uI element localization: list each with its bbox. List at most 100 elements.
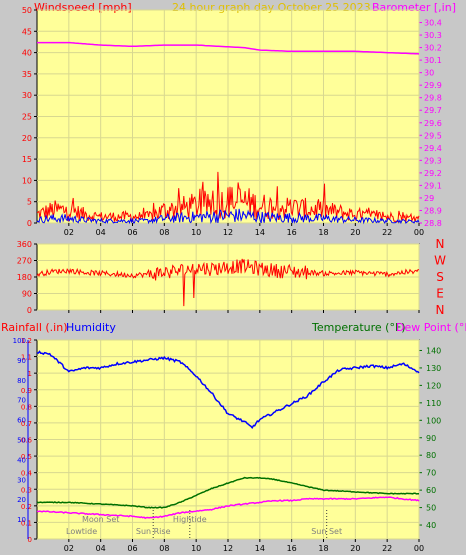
direction-ytick-label: 90 bbox=[22, 290, 32, 299]
rain-ytick-label: 0.1 bbox=[21, 519, 32, 527]
wind-ytick-label: 30 bbox=[22, 91, 32, 100]
compass-label: N bbox=[436, 237, 445, 251]
compass-label: S bbox=[436, 270, 444, 284]
direction-ytick-label: 270 bbox=[17, 257, 32, 266]
temp-ytick-label: 50 bbox=[426, 504, 436, 513]
temp-ytick-label: 80 bbox=[426, 451, 436, 460]
event-label: Lowtide bbox=[66, 527, 97, 536]
wind-ytick-label: 35 bbox=[22, 70, 32, 79]
direction-ytick-label: 180 bbox=[17, 273, 32, 282]
humidity-temp-xtick-label: 08 bbox=[159, 544, 169, 553]
wind-ytick-label: 0 bbox=[27, 219, 32, 228]
wind-ytick-label: 15 bbox=[22, 155, 32, 164]
baro-ytick-label: 29.8 bbox=[424, 94, 442, 103]
rain-ytick-label: 0.2 bbox=[21, 503, 32, 511]
humidity-ytick-label: 90 bbox=[17, 357, 26, 365]
graph-date-title: 24 hour graph day October 25 2023 bbox=[172, 1, 371, 14]
wind-ytick-label: 10 bbox=[22, 176, 32, 185]
wind-baro-xtick-label: 06 bbox=[127, 228, 137, 237]
temp-ytick-label: 130 bbox=[426, 364, 441, 373]
baro-ytick-label: 29.1 bbox=[424, 181, 442, 190]
wind-baro-xtick-label: 22 bbox=[382, 228, 392, 237]
wind-baro-xtick-label: 18 bbox=[318, 228, 328, 237]
wind-baro-xtick-label: 16 bbox=[287, 228, 297, 237]
wind-baro-xtick-label: 08 bbox=[159, 228, 169, 237]
rain-ytick-label: 1.2 bbox=[21, 337, 32, 345]
humidity-ytick-label: 20 bbox=[17, 496, 26, 504]
wind-baro-xtick-label: 10 bbox=[191, 228, 201, 237]
wind-ytick-label: 45 bbox=[22, 27, 32, 36]
baro-ytick-label: 29.7 bbox=[424, 106, 442, 115]
rain-ytick-label: 0.3 bbox=[21, 486, 32, 494]
rain-ytick-label: 0.7 bbox=[21, 420, 32, 428]
compass-label: W bbox=[434, 254, 446, 268]
wind-average-line bbox=[36, 208, 420, 225]
dewpoint-axis-title: Dew Point (°F) bbox=[396, 321, 466, 334]
wind-baro-xtick-label: 00 bbox=[414, 228, 424, 237]
humidity-ytick-label: 100 bbox=[13, 337, 26, 345]
baro-ytick-label: 29.2 bbox=[424, 169, 442, 178]
humidity-ytick-label: 40 bbox=[17, 456, 26, 464]
wind-baro-xtick-label: 12 bbox=[223, 228, 233, 237]
humidity-temp-xtick-label: 22 bbox=[382, 544, 392, 553]
rain-ytick-label: 0.9 bbox=[21, 387, 32, 395]
wind-baro-xtick-label: 20 bbox=[350, 228, 360, 237]
wind-ytick-label: 5 bbox=[27, 198, 32, 207]
humidity-temp-xtick-label: 20 bbox=[350, 544, 360, 553]
baro-ytick-label: 28.9 bbox=[424, 206, 442, 215]
humidity-ytick-label: 30 bbox=[17, 476, 26, 484]
wind-baro-xtick-label: 04 bbox=[96, 228, 106, 237]
compass-label: E bbox=[436, 287, 444, 301]
humidity-temp-xtick-label: 16 bbox=[287, 544, 297, 553]
baro-ytick-label: 29.9 bbox=[424, 81, 442, 90]
wind-ytick-label: 50 bbox=[22, 6, 32, 15]
baro-ytick-label: 29.4 bbox=[424, 144, 442, 153]
rain-ytick-label: 0.8 bbox=[21, 403, 32, 411]
rain-ytick-label: 0 bbox=[28, 536, 32, 544]
humidity-temp-xtick-label: 04 bbox=[96, 544, 106, 553]
direction-ytick-label: 0 bbox=[27, 306, 32, 315]
temp-ytick-label: 40 bbox=[426, 521, 436, 530]
humidity-ytick-label: 80 bbox=[17, 377, 26, 385]
humidity-temp-xtick-label: 02 bbox=[64, 544, 74, 553]
humidity-axis-title: Humidity bbox=[66, 321, 116, 334]
baro-ytick-label: 30.2 bbox=[424, 44, 442, 53]
humidity-temp-xtick-label: 14 bbox=[255, 544, 265, 553]
baro-ytick-label: 29 bbox=[424, 194, 434, 203]
humidity-ytick-label: 50 bbox=[17, 437, 26, 445]
barometer-line bbox=[37, 41, 420, 55]
humidity-temp-xtick-label: 12 bbox=[223, 544, 233, 553]
windspeed-title: Windspeed [mph] bbox=[34, 1, 132, 14]
rain-ytick-label: 0.5 bbox=[21, 453, 32, 461]
temp-ytick-label: 60 bbox=[426, 486, 436, 495]
humidity-temp-xtick-label: 10 bbox=[191, 544, 201, 553]
humidity-temp-xtick-label: 06 bbox=[127, 544, 137, 553]
temp-ytick-label: 70 bbox=[426, 469, 436, 478]
wind-baro-xtick-label: 02 bbox=[64, 228, 74, 237]
humidity-temp-xtick-label: 00 bbox=[414, 544, 424, 553]
temperature-line bbox=[36, 476, 419, 509]
rain-ytick-label: 1.1 bbox=[21, 354, 32, 362]
baro-ytick-label: 29.6 bbox=[424, 119, 442, 128]
baro-ytick-label: 30.1 bbox=[424, 56, 442, 65]
humidity-line bbox=[36, 350, 420, 429]
rain-ytick-label: 0.4 bbox=[21, 470, 33, 478]
wind-ytick-label: 20 bbox=[22, 134, 32, 143]
event-label: Moon Set bbox=[82, 515, 119, 524]
wind-ytick-label: 40 bbox=[22, 49, 32, 58]
rain-ytick-label: 1 bbox=[28, 370, 32, 378]
barometer-title: Barometer [,in] bbox=[372, 1, 456, 14]
baro-ytick-label: 30.3 bbox=[424, 31, 442, 40]
wind-baro-xtick-label: 14 bbox=[255, 228, 265, 237]
baro-ytick-label: 30 bbox=[424, 69, 434, 78]
temperature-axis-title: Temperature (°F) bbox=[311, 321, 406, 334]
temp-ytick-label: 110 bbox=[426, 399, 441, 408]
humidity-ytick-label: 70 bbox=[17, 397, 26, 405]
humidity-temp-xtick-label: 18 bbox=[318, 544, 328, 553]
direction-ytick-label: 360 bbox=[17, 240, 32, 249]
wind-direction-line bbox=[36, 258, 420, 307]
baro-ytick-label: 29.3 bbox=[424, 156, 442, 165]
rainfall-axis-title: Rainfall (.in) bbox=[1, 321, 68, 334]
